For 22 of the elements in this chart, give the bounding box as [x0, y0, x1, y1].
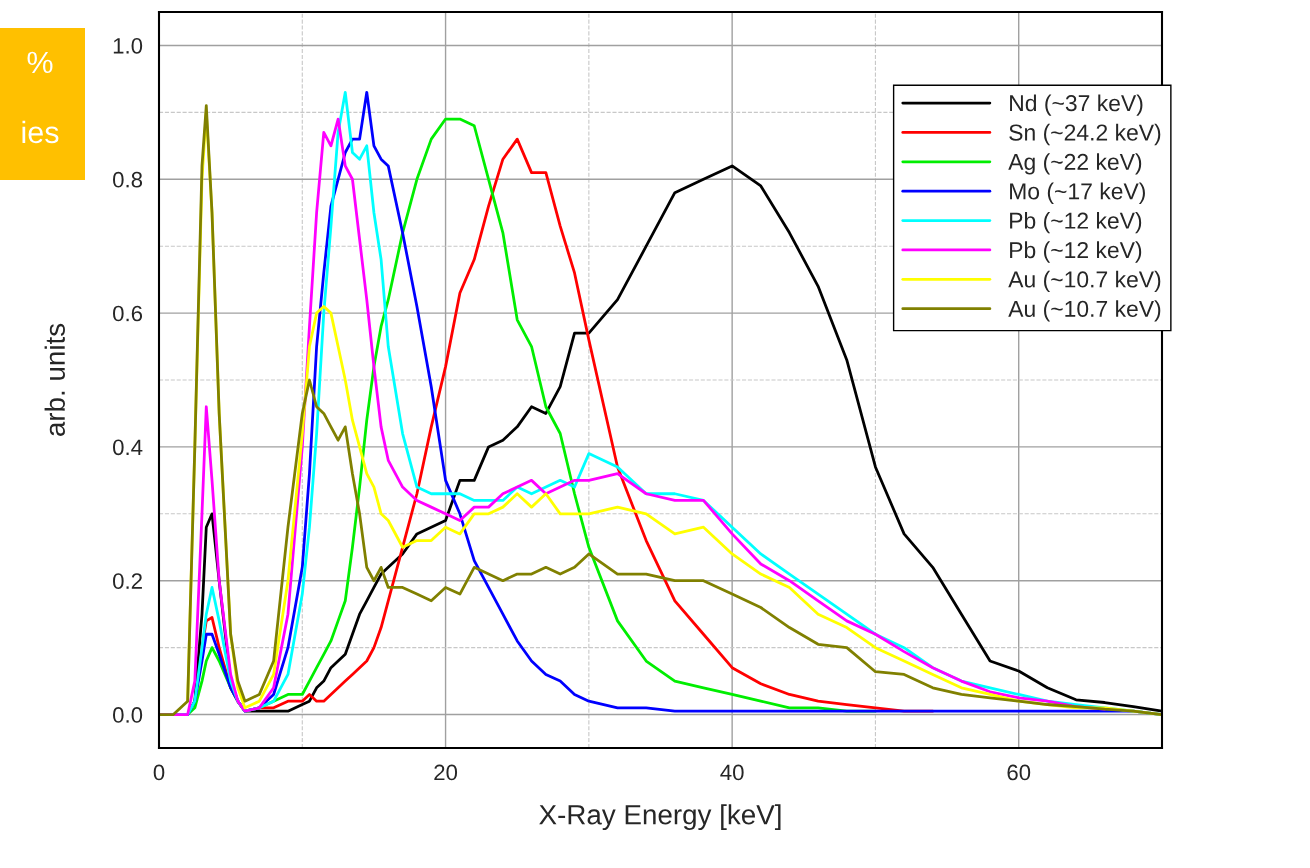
legend-label: Mo (~17 keV) — [1010, 182, 1145, 204]
y-tick-label: 0.0 — [113, 707, 143, 723]
x-axis-title: X-Ray Energy [keV] — [539, 804, 781, 831]
y-tick-label: 0.8 — [113, 171, 143, 188]
y-tick-label: 0.4 — [113, 439, 143, 456]
legend-label: Sn (~24.2 keV) — [1009, 123, 1161, 146]
legend-label: Au (~10.7 keV) — [1008, 270, 1161, 293]
legend-label: Ag (~22 keV) — [1008, 153, 1142, 175]
y-axis-title: arb. units — [44, 323, 65, 436]
x-tick-label: 60 — [1007, 764, 1031, 781]
legend-label: Nd (~37 keV) — [1010, 94, 1143, 116]
legend-label: Pb (~12 keV) — [1010, 241, 1142, 263]
x-tick-label: 20 — [434, 764, 458, 781]
y-tick-label: 0.2 — [113, 573, 142, 589]
text: % — [27, 51, 53, 74]
x-tick-label: 40 — [720, 764, 744, 781]
text: ies — [22, 120, 59, 144]
y-tick-label: 0.6 — [113, 305, 143, 322]
y-tick-label: 1.0 — [113, 37, 143, 54]
legend-label: Pb (~12 keV) — [1010, 211, 1142, 234]
legend-label: Au (~10.7 keV) — [1008, 300, 1161, 322]
x-tick-label: 0 — [153, 764, 165, 781]
